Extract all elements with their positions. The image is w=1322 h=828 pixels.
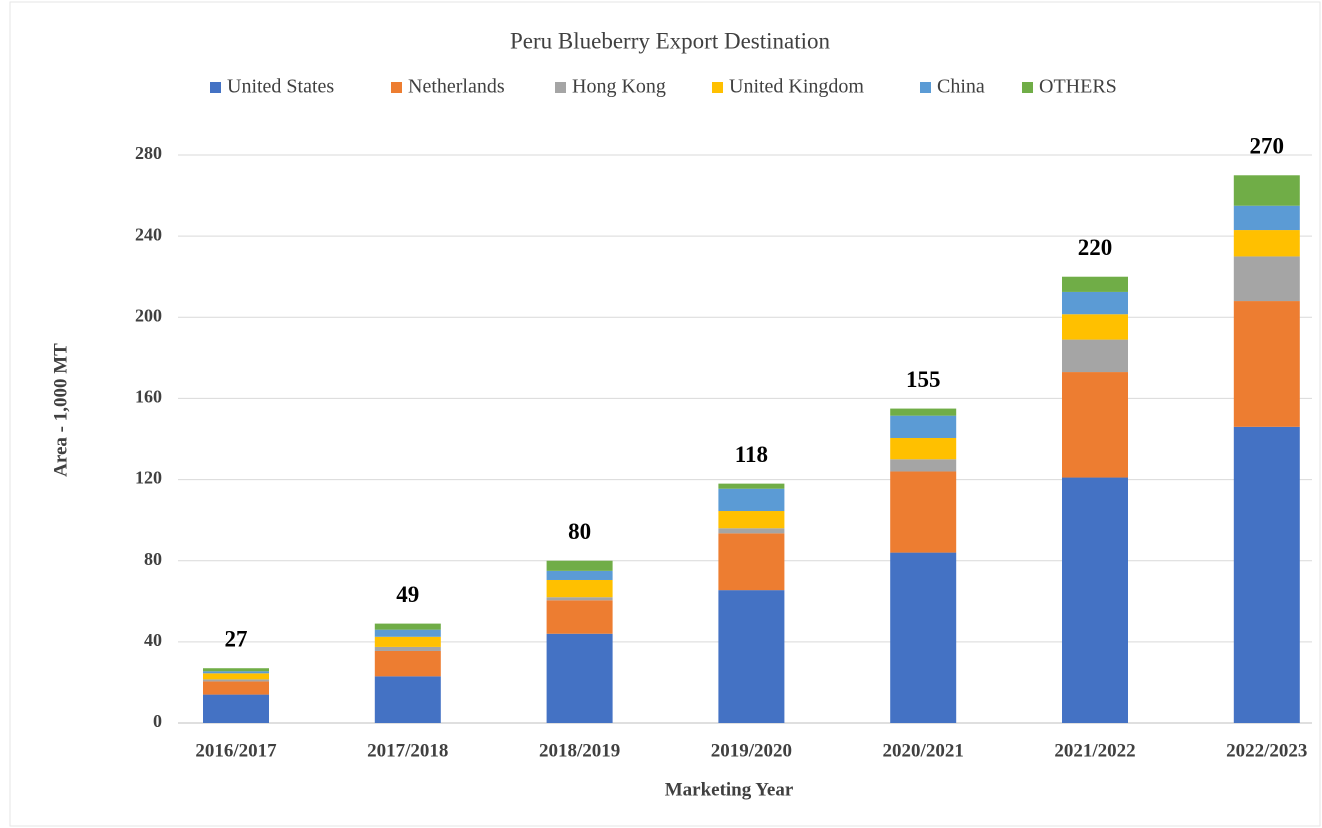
bar-segment (546, 560, 613, 571)
y-tick-label: 160 (135, 387, 162, 407)
total-label: 49 (396, 582, 419, 607)
bar-segment (203, 681, 269, 695)
bar-segment (890, 459, 957, 472)
bar-segment (1062, 477, 1128, 723)
bar-segment (1062, 314, 1128, 340)
x-tick-label: 2022/2023 (1226, 740, 1307, 761)
total-label: 27 (225, 627, 248, 652)
x-tick-label: 2016/2017 (195, 740, 277, 761)
bar-segment (374, 636, 441, 647)
bar-segment (546, 597, 613, 601)
bar-segment (1062, 339, 1128, 373)
bar-segment (718, 590, 785, 723)
legend-swatch (210, 82, 221, 93)
bar-segment (546, 579, 613, 598)
total-label: 270 (1250, 134, 1285, 159)
y-tick-label: 120 (135, 468, 162, 488)
bar-segment (1233, 205, 1300, 231)
total-label: 80 (568, 519, 591, 544)
bar-segment (718, 528, 785, 534)
x-tick-label: 2019/2020 (711, 740, 792, 761)
legend-label: China (937, 76, 985, 98)
bar-segment (374, 650, 441, 677)
y-tick-label: 280 (135, 143, 162, 163)
bar-segment (718, 488, 785, 512)
legend-swatch (920, 82, 931, 93)
bar-segment (890, 415, 957, 438)
bar-segment (1233, 175, 1300, 206)
y-axis-title: Area - 1,000 MT (50, 343, 71, 477)
legend-label: Hong Kong (572, 76, 666, 98)
bar-segment (1062, 291, 1128, 315)
bar-segment (1062, 276, 1128, 292)
bar-segment (546, 633, 613, 723)
bar-segment (718, 483, 785, 489)
x-tick-label: 2021/2022 (1054, 740, 1135, 761)
bar-segment (203, 668, 269, 672)
bar-segment (1233, 230, 1300, 257)
y-tick-label: 80 (144, 549, 162, 569)
bar-segment (374, 629, 441, 637)
bar-segment (374, 623, 441, 630)
total-label: 118 (735, 442, 768, 467)
y-tick-label: 200 (135, 305, 162, 325)
legend-label: United States (227, 76, 334, 98)
bar-segment (1062, 372, 1128, 478)
bar-segment (546, 570, 613, 580)
y-tick-label: 0 (153, 711, 162, 731)
bar-segment (203, 694, 269, 723)
bar-segment (718, 511, 785, 529)
total-label: 220 (1078, 235, 1113, 260)
bar-segment (890, 471, 957, 553)
total-label: 155 (906, 367, 941, 392)
bar-segment (890, 552, 957, 723)
y-tick-label: 40 (144, 630, 162, 650)
bar-segment (1233, 301, 1300, 427)
bar-segment (203, 679, 269, 682)
x-axis-title: Marketing Year (665, 779, 794, 800)
y-tick-label: 240 (135, 224, 162, 244)
bar-segment (1233, 256, 1300, 302)
bar-segment (890, 437, 957, 460)
legend-swatch (1022, 82, 1033, 93)
bar-segment (374, 646, 441, 651)
chart-title: Peru Blueberry Export Destination (510, 28, 831, 53)
legend-swatch (555, 82, 566, 93)
bar-segment (546, 600, 613, 634)
bar-segment (890, 408, 957, 416)
legend-label: OTHERS (1039, 76, 1117, 98)
bar-segment (203, 671, 269, 674)
chart-border (9, 1, 1321, 827)
bar-segment (203, 673, 269, 680)
legend-swatch (712, 82, 723, 93)
x-tick-label: 2017/2018 (367, 740, 448, 761)
bar-segment (718, 533, 785, 591)
legend-label: United Kingdom (729, 76, 864, 98)
legend-swatch (391, 82, 402, 93)
bar-segment (1233, 426, 1300, 723)
bar-segment (374, 676, 441, 723)
legend-label: Netherlands (408, 76, 505, 98)
x-tick-label: 2018/2019 (539, 740, 620, 761)
x-tick-label: 2020/2021 (883, 740, 964, 761)
